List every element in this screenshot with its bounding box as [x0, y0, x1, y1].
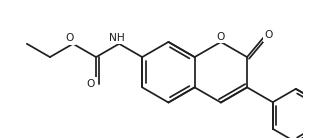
- Text: O: O: [66, 33, 74, 43]
- Text: O: O: [264, 30, 273, 40]
- Text: O: O: [217, 32, 225, 42]
- Text: O: O: [87, 79, 95, 89]
- Text: NH: NH: [109, 33, 125, 43]
